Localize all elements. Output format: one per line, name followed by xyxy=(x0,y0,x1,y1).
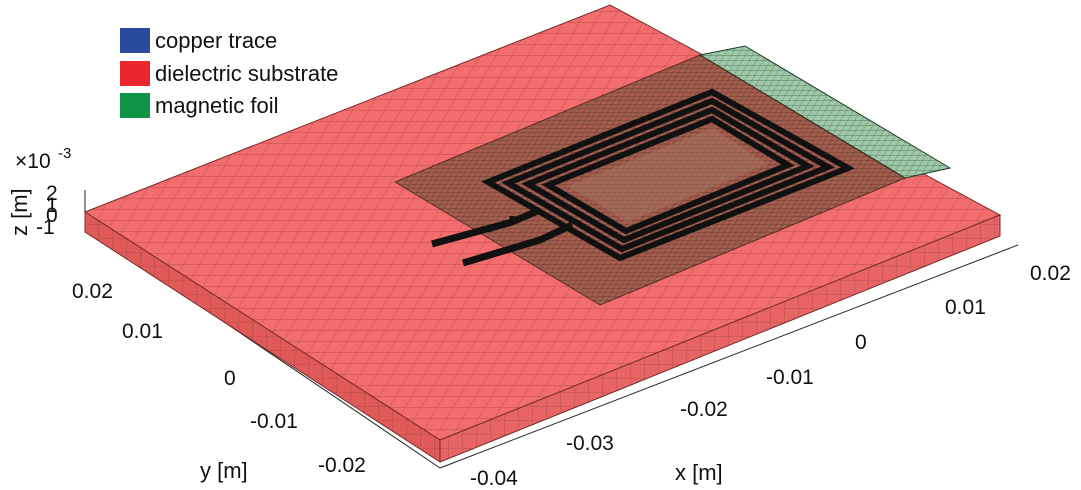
legend-item-dielectric-substrate: dielectric substrate xyxy=(120,61,338,86)
legend-item-magnetic-foil: magnetic foil xyxy=(120,93,279,118)
z-tick-label: 1 xyxy=(46,194,58,217)
z-tick-label: 2 xyxy=(46,182,58,205)
x-axis-label: x [m] xyxy=(675,460,723,485)
legend: copper trace dielectric substrate magnet… xyxy=(120,28,338,118)
legend-swatch-dielectric xyxy=(120,61,150,86)
y-axis-ticks: 0.02 0.01 0 -0.01 -0.02 xyxy=(72,280,366,477)
legend-label: magnetic foil xyxy=(155,93,279,118)
coil-lead-2 xyxy=(461,221,574,267)
x-tick-label: -0.04 xyxy=(470,467,518,490)
legend-label: dielectric substrate xyxy=(155,61,338,86)
coil-turn-1 xyxy=(481,88,855,262)
z-tick-label: 0 xyxy=(46,204,58,227)
coil-turn-4 xyxy=(541,115,795,235)
z-tick-label: -1 xyxy=(36,216,55,239)
y-tick-label: -0.01 xyxy=(250,410,298,433)
legend-swatch-copper xyxy=(120,28,150,53)
x-tick-label: 0.02 xyxy=(1030,262,1071,285)
y-tick-label: 0.02 xyxy=(72,280,113,303)
coil-inner-area xyxy=(568,128,768,222)
x-tick-label: -0.02 xyxy=(680,398,728,421)
legend-swatch-magnetic xyxy=(120,93,150,118)
y-tick-label: 0 xyxy=(224,367,236,390)
coil-turn-3 xyxy=(521,106,815,244)
y-tick-label: 0.01 xyxy=(122,320,163,343)
x-tick-label: 0 xyxy=(855,331,867,354)
y-tick-label: -0.02 xyxy=(318,454,366,477)
x-tick-label: -0.01 xyxy=(766,366,814,389)
coil-lead-stub xyxy=(487,216,515,233)
z-exponent-power: -3 xyxy=(58,145,71,162)
x-tick-label: 0.01 xyxy=(945,296,986,319)
y-axis-label: y [m] xyxy=(200,458,248,483)
z-axis-exponent: ×10 -3 xyxy=(15,145,71,173)
legend-label: copper trace xyxy=(155,28,277,53)
legend-item-copper-trace: copper trace xyxy=(120,28,277,53)
x-axis-line xyxy=(439,244,1019,469)
x-tick-label: -0.03 xyxy=(566,432,614,455)
copper-trace xyxy=(431,88,855,267)
z-axis-ticks: 2 1 0 -1 xyxy=(36,182,58,239)
x-axis-ticks: -0.04 -0.03 -0.02 -0.01 0 0.01 0.02 xyxy=(470,262,1071,490)
z-exponent-base: ×10 xyxy=(15,150,51,173)
z-axis-label: z [m] xyxy=(7,188,32,236)
coil-turn-2 xyxy=(501,97,835,253)
